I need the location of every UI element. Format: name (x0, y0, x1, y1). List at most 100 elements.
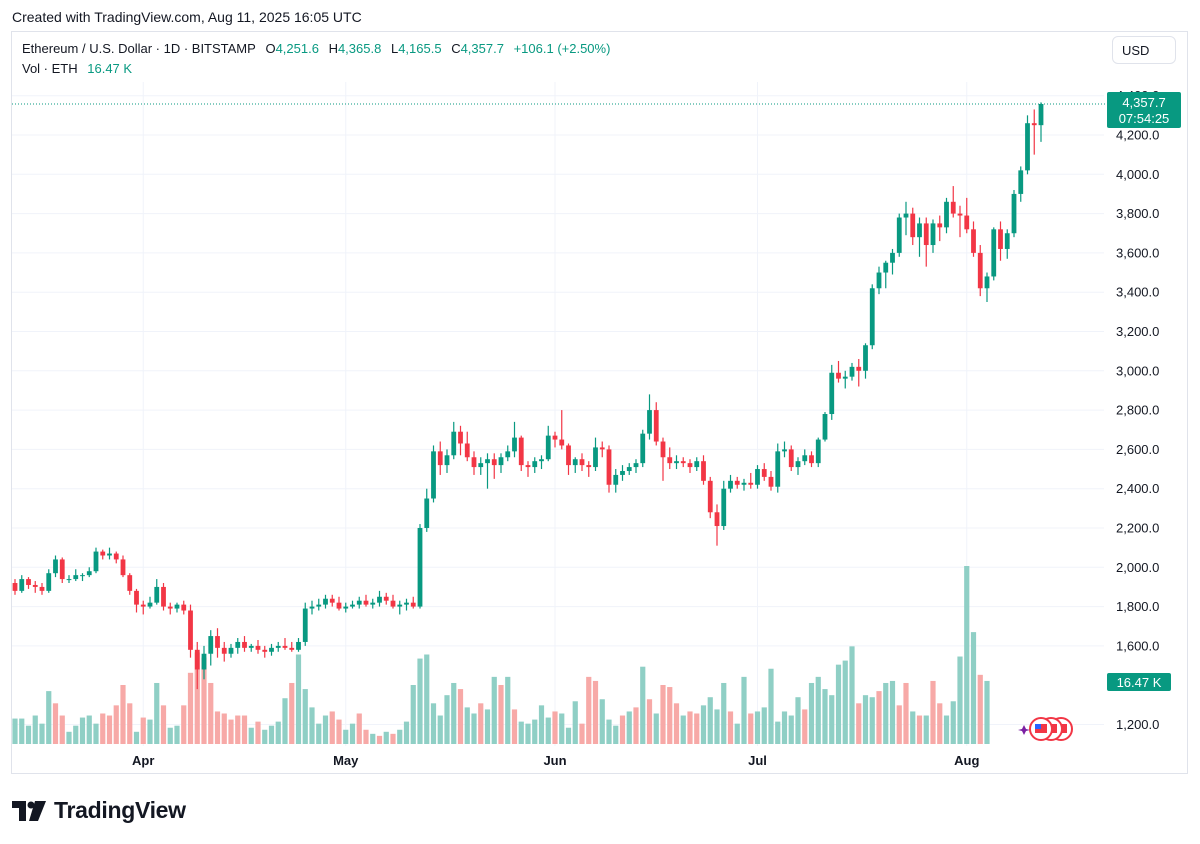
volume-value: 16.47 K (87, 61, 133, 76)
currency-button[interactable]: USD (1112, 36, 1176, 64)
candle-body (127, 575, 133, 591)
volume-bar (889, 680, 896, 744)
volume-bar (154, 682, 160, 744)
volume-bar (133, 731, 140, 744)
candle-body (741, 482, 747, 485)
volume-bar (302, 689, 308, 744)
volume-bar (235, 715, 241, 744)
candle-body (721, 488, 727, 527)
volume-bar (167, 727, 173, 744)
volume-bar (829, 695, 835, 744)
candle-body (86, 571, 92, 576)
tradingview-logo-icon (12, 801, 46, 821)
event-flags-icon[interactable] (1018, 717, 1073, 741)
close-value: 4,357.7 (460, 41, 504, 56)
candle-body (221, 647, 227, 654)
volume-bar (667, 687, 673, 744)
candle-body (755, 469, 760, 485)
price-tags: 4,357.707:54:25 16.47 K (12, 92, 1181, 741)
volume-bar (73, 725, 79, 744)
candle-body (782, 449, 787, 452)
volume-bar (437, 715, 443, 744)
price-tag (1107, 92, 1181, 128)
volume-bar (316, 723, 322, 744)
candle-body (424, 498, 430, 528)
volume-bar (910, 711, 916, 744)
candle-body (485, 459, 490, 464)
volume-bar (248, 727, 254, 744)
candle-body (296, 641, 301, 650)
y-tick-label: 1,200.0 (1116, 717, 1159, 732)
volume-bar (518, 721, 524, 744)
candle-body (883, 262, 889, 273)
volume-bar (923, 715, 929, 744)
volume-bar (410, 685, 416, 744)
candle-body (964, 215, 970, 230)
volume-bar (856, 703, 862, 744)
volume-bar (613, 725, 619, 744)
volume-tag (1107, 673, 1171, 691)
candle-body (113, 553, 119, 560)
volume-bar (586, 676, 592, 744)
volume-bar (390, 733, 396, 744)
candle-body (471, 457, 477, 468)
high-label: H (328, 41, 338, 56)
candle-body (1004, 233, 1010, 249)
candle-body (687, 463, 693, 468)
volume-bar (268, 725, 275, 744)
x-tick-label: Aug (954, 753, 979, 768)
candle-body (417, 527, 423, 607)
candle-body (255, 645, 261, 650)
candle-body (404, 602, 409, 605)
candle-body (822, 414, 828, 440)
volume-bar (781, 711, 788, 744)
y-tick-label: 2,400.0 (1116, 481, 1159, 496)
candle-body (971, 229, 976, 253)
candle-body (991, 229, 997, 277)
candle-body (383, 596, 389, 601)
candle-body (1011, 193, 1017, 234)
volume-bar (444, 695, 450, 744)
candle-body (390, 600, 396, 607)
candle-body (566, 445, 571, 466)
candle-body (26, 579, 31, 585)
volume-bar (417, 658, 423, 744)
candle-body (869, 288, 875, 346)
change-value: +106.1 (+2.50%) (513, 41, 611, 56)
volume-bar (545, 717, 551, 744)
tradingview-wordmark: TradingView (54, 797, 186, 823)
candle-body (228, 647, 234, 654)
volume-legend: Vol · ETH 16.47 K (22, 61, 132, 76)
volume-bar (964, 566, 970, 744)
candle-body (809, 455, 814, 464)
volume-bar (795, 697, 801, 744)
volume-bar (66, 731, 72, 744)
candle-body (12, 583, 18, 591)
volume-bar (862, 695, 869, 744)
candle-body (917, 223, 922, 238)
volume-bar (599, 699, 605, 744)
y-tick-label: 3,200.0 (1116, 324, 1159, 339)
candle-body (269, 647, 274, 652)
candle-body (498, 457, 504, 466)
candle-body (930, 223, 936, 246)
volume-bar (505, 676, 511, 744)
x-tick-label: Jun (543, 753, 566, 768)
candle-body (100, 551, 106, 556)
volume-bar (525, 723, 531, 744)
symbol-title[interactable]: Ethereum / U.S. Dollar · 1D · BITSTAMP (22, 41, 256, 56)
price-tag-value: 4,357.7 (1122, 95, 1165, 110)
volume-bar (59, 715, 65, 744)
candle-body (363, 600, 369, 605)
candle-body (849, 366, 855, 377)
volume-label[interactable]: Vol · ETH (22, 61, 78, 76)
volume-bar (32, 715, 38, 744)
volume-bar (538, 705, 545, 744)
chart-frame[interactable] (11, 31, 1188, 774)
volume-bar (748, 713, 754, 744)
y-tick-label: 1,800.0 (1116, 599, 1159, 614)
volume-bar (883, 682, 889, 744)
volume-bar (343, 729, 349, 744)
candle-body (950, 201, 956, 214)
